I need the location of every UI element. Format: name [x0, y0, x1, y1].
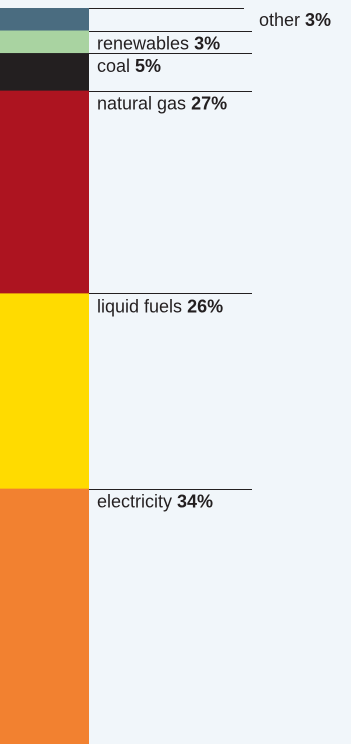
bar-segment-electricity — [0, 488, 89, 744]
segment-value-liquid-fuels: 26% — [187, 296, 223, 316]
segment-label-coal: coal 5% — [97, 56, 161, 76]
bar-segment-coal — [0, 53, 89, 92]
segment-value-natural-gas: 27% — [191, 94, 227, 114]
bar-segment-other — [0, 8, 89, 32]
segment-value-other: 3% — [305, 10, 331, 30]
segment-name-liquid-fuels: liquid fuels — [97, 296, 187, 316]
segment-name-natural-gas: natural gas — [97, 94, 191, 114]
stacked-bar — [0, 8, 89, 744]
bar-segment-renewables — [0, 30, 89, 54]
segment-label-liquid-fuels: liquid fuels 26% — [97, 296, 223, 316]
segment-label-electricity: electricity 34% — [97, 492, 213, 512]
segment-value-renewables: 3% — [194, 34, 220, 54]
bar-segment-natural-gas — [0, 90, 89, 294]
segment-name-electricity: electricity — [97, 492, 177, 512]
segment-name-renewables: renewables — [97, 34, 194, 54]
segment-name-other: other — [259, 10, 305, 30]
segment-value-electricity: 34% — [177, 492, 213, 512]
segment-label-natural-gas: natural gas 27% — [97, 94, 227, 114]
segment-value-coal: 5% — [135, 56, 161, 76]
segment-label-renewables: renewables 3% — [97, 34, 220, 54]
bar-segment-liquid-fuels — [0, 293, 89, 490]
segment-name-coal: coal — [97, 56, 135, 76]
segment-label-other: other 3% — [259, 10, 331, 30]
segment-labels: other 3%renewables 3%coal 5%natural gas … — [97, 10, 331, 512]
leader-lines — [89, 8, 252, 490]
